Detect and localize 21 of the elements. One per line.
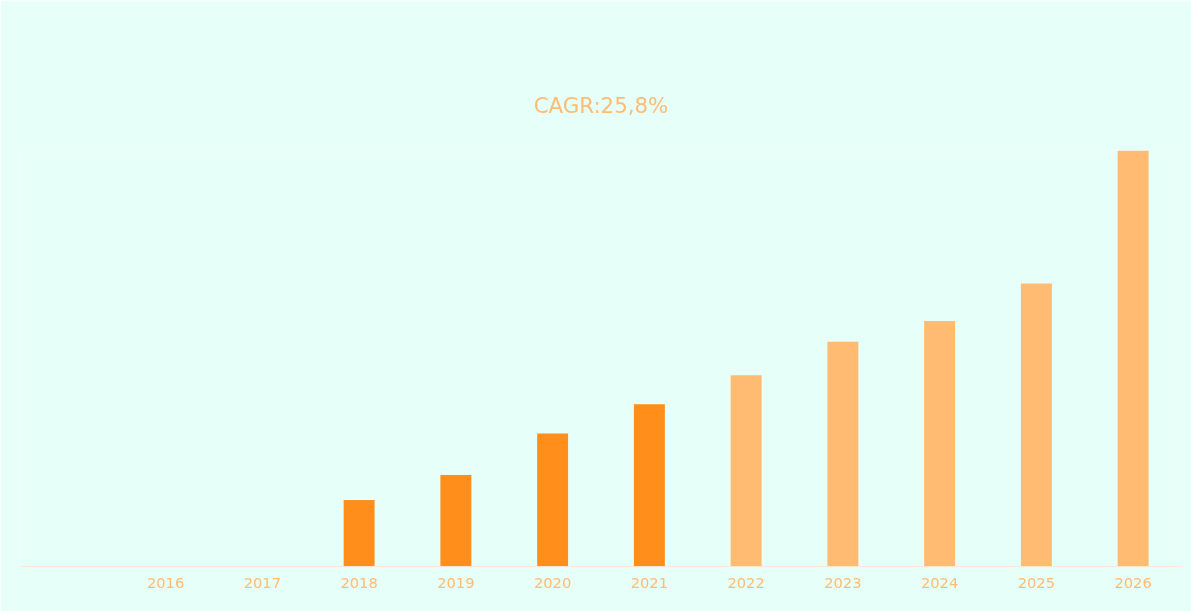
bar — [343, 499, 375, 567]
bar — [827, 341, 859, 567]
x-tick-label: 2026 — [1114, 573, 1152, 591]
x-tick-label: 2024 — [920, 573, 959, 591]
x-tick-label: 2017 — [243, 573, 282, 591]
x-tick-label: 2025 — [1017, 573, 1056, 591]
x-tick-label: 2019 — [437, 573, 475, 591]
bar — [730, 375, 762, 567]
x-tick-label: 2018 — [340, 573, 378, 591]
x-tick-label: 2023 — [824, 573, 862, 591]
bar — [924, 321, 956, 567]
bar — [537, 433, 569, 567]
x-tick-label: 2016 — [146, 573, 185, 591]
x-tick-label: 2022 — [727, 573, 765, 591]
bar — [440, 474, 472, 567]
x-tick-label: 2021 — [630, 573, 669, 591]
chart-title: CAGR:25,8% — [533, 93, 669, 118]
bar — [1117, 150, 1149, 567]
bar — [633, 404, 665, 567]
x-tick-label: 2020 — [533, 573, 572, 591]
bar — [1020, 283, 1052, 567]
